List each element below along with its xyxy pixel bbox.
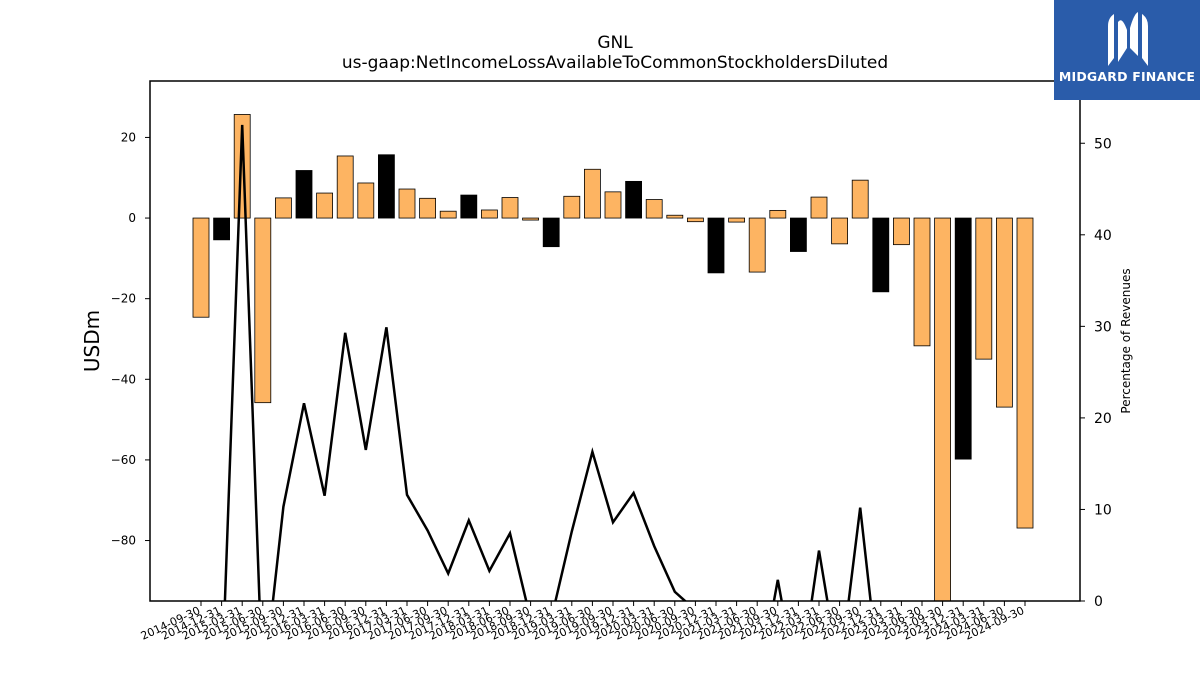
bar-2023-12-31 — [954, 217, 972, 460]
bar-2023-06-30 — [913, 217, 931, 347]
bar-2021-06-30 — [748, 217, 766, 273]
bar-2021-03-31 — [728, 217, 745, 223]
bar-2016-03-31 — [316, 192, 334, 219]
y-tick-label: −80 — [111, 534, 136, 548]
y-axis-left: −80 −60 −40 −20 0 20 — [111, 130, 150, 548]
bar-2015-12-31 — [295, 170, 313, 219]
bar-2022-12-31 — [872, 217, 890, 293]
bar-2019-03-31 — [563, 195, 581, 219]
bar-2018-03-31 — [480, 209, 498, 219]
bar-2021-09-30 — [769, 209, 787, 219]
bar-2020-12-31 — [707, 217, 725, 274]
bar-2015-06-30 — [254, 217, 272, 404]
bar-2015-09-30 — [274, 197, 292, 219]
bar-2015-03-31 — [233, 114, 251, 219]
y2-axis-label: Percentage of Revenues — [1119, 268, 1133, 413]
bar-2019-09-30 — [604, 191, 622, 219]
y2-tick-label: 30 — [1094, 319, 1112, 335]
bar-2016-09-30 — [357, 182, 375, 219]
bar-2019-06-30 — [584, 168, 601, 219]
y-tick-label: −40 — [111, 372, 136, 386]
bar-2017-12-31 — [460, 194, 478, 219]
plot-frame — [149, 80, 1081, 602]
bar-2024-06-30 — [996, 217, 1013, 408]
brand-logo: MIDGARD FINANCE — [1054, 0, 1200, 100]
x-axis: 2014-09-302014-12-312015-03-312015-06-30… — [139, 601, 1026, 643]
bar-2017-06-30 — [419, 197, 437, 219]
chart-title: GNL — [597, 33, 633, 53]
y-axis-right: 0 10 20 30 40 50 — [1080, 136, 1112, 610]
y2-tick-label: 10 — [1094, 502, 1112, 518]
y2-tick-label: 50 — [1094, 136, 1112, 152]
bar-2022-09-30 — [851, 179, 869, 219]
bar-2014-12-31 — [213, 217, 231, 241]
y-tick-label: 20 — [121, 130, 136, 144]
bar-2016-06-30 — [336, 155, 354, 219]
bar-2021-12-31 — [790, 217, 807, 252]
bar-2023-09-30 — [934, 217, 951, 602]
y-tick-label: −20 — [111, 292, 136, 306]
bar-2022-06-30 — [831, 217, 848, 245]
bar-group — [192, 114, 1034, 602]
bar-2022-03-31 — [810, 196, 828, 219]
bar-2023-03-31 — [893, 217, 910, 246]
bar-2016-12-31 — [377, 154, 395, 219]
bar-2018-12-31 — [542, 217, 560, 248]
y2-tick-label: 20 — [1094, 411, 1112, 427]
bar-2020-09-30 — [687, 217, 704, 223]
bar-2017-09-30 — [439, 210, 457, 219]
bar-2017-03-31 — [398, 188, 416, 219]
brand-name: MIDGARD FINANCE — [1058, 69, 1196, 84]
bar-2018-09-30 — [522, 217, 539, 221]
bar-2020-06-30 — [666, 214, 684, 219]
bar-2014-09-30 — [192, 217, 210, 318]
bar-2020-03-31 — [645, 199, 663, 219]
chart-subtitle: us-gaap:NetIncomeLossAvailableToCommonSt… — [342, 53, 888, 73]
y-tick-label: −60 — [111, 453, 136, 467]
bar-2024-09-30 — [1016, 217, 1034, 529]
bar-2018-06-30 — [501, 197, 519, 219]
percentage-of-revenues-line — [223, 124, 872, 601]
percentage-line-group — [223, 124, 872, 601]
bar-2024-03-31 — [975, 217, 993, 360]
bar-2019-12-31 — [625, 180, 642, 219]
y2-tick-label: 40 — [1094, 228, 1112, 244]
y-tick-label: 0 — [128, 211, 136, 225]
y2-tick-label: 0 — [1094, 594, 1103, 610]
midgard-m-logo-icon — [1108, 12, 1148, 66]
y-axis-label: USDm — [80, 310, 104, 372]
